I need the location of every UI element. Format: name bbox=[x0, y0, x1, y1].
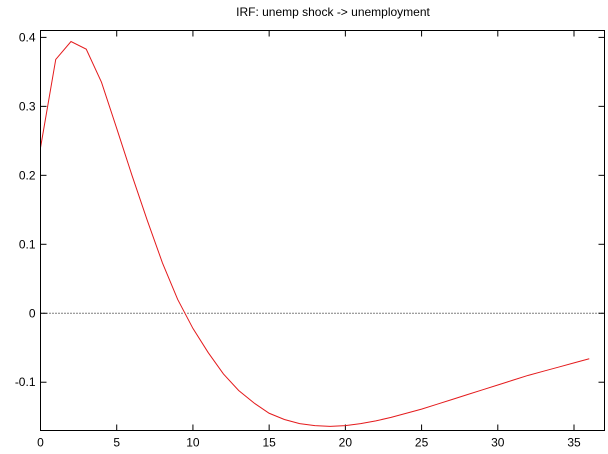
x-tick-label: 25 bbox=[415, 436, 429, 450]
x-axis: 0 5 10 15 20 25 30 35 bbox=[37, 30, 581, 450]
x-tick-label: 15 bbox=[262, 436, 276, 450]
plot-frame bbox=[40, 30, 605, 431]
y-tick-label: 0.4 bbox=[19, 30, 36, 44]
series-layer bbox=[40, 40, 590, 427]
x-tick-label: 0 bbox=[37, 436, 44, 450]
x-tick-label: 30 bbox=[491, 436, 505, 450]
y-tick-label: 0 bbox=[29, 306, 36, 320]
y-tick-label: 0.2 bbox=[19, 168, 36, 182]
x-tick-label: 35 bbox=[567, 436, 581, 450]
y-axis: -0.1 0 0.1 0.2 0.3 0.4 bbox=[15, 30, 605, 389]
chart-title: IRF: unemp shock -> unemployment bbox=[236, 5, 430, 19]
y-tick-label: 0.3 bbox=[19, 99, 36, 113]
x-tick-label: 20 bbox=[339, 436, 353, 450]
x-tick-label: 10 bbox=[186, 436, 200, 450]
y-tick-label: 0.1 bbox=[19, 237, 36, 251]
y-tick-label: -0.1 bbox=[15, 375, 36, 389]
irf-series-line bbox=[40, 40, 590, 427]
x-tick-label: 5 bbox=[113, 436, 120, 450]
